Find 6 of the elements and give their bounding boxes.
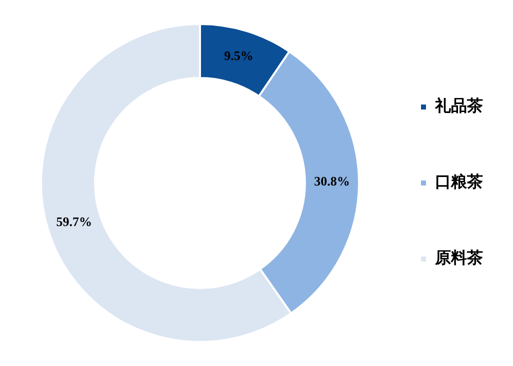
data-label: 59.7% xyxy=(56,214,92,229)
legend-label: 礼品茶 xyxy=(434,97,483,116)
data-label: 30.8% xyxy=(314,174,350,189)
legend-label: 口粮茶 xyxy=(435,173,483,192)
legend-label: 原料茶 xyxy=(434,249,483,268)
data-label: 9.5% xyxy=(224,48,254,64)
